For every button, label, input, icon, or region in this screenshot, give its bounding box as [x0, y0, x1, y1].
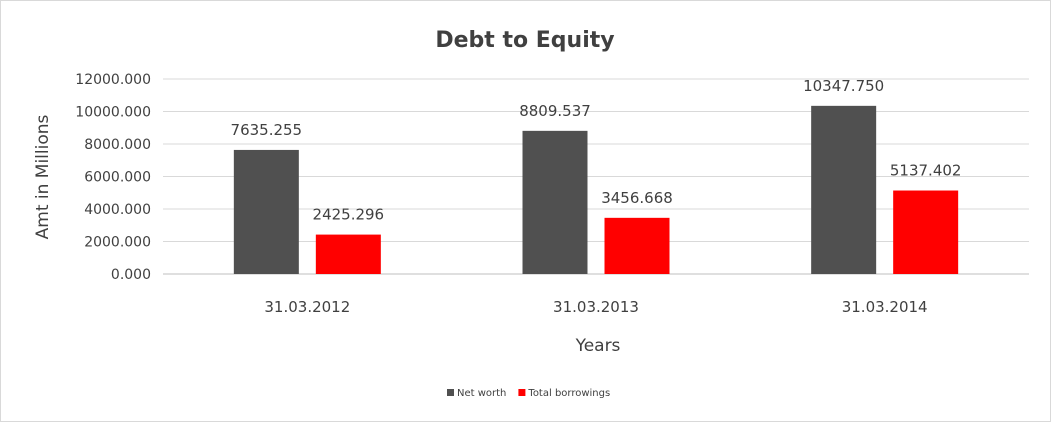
bar	[315, 234, 381, 274]
bars	[233, 105, 959, 274]
y-tick-label: 12000.000	[75, 72, 151, 88]
data-labels: 7635.255 2425.296 8809.537 3456.668 10347.75…	[231, 77, 962, 224]
legend-swatch	[447, 389, 454, 396]
bar	[893, 190, 959, 274]
y-tick-label: 6000.000	[84, 170, 151, 186]
x-category-label: 31.03.2012	[264, 298, 350, 316]
y-tick-label: 4000.000	[84, 202, 151, 218]
data-label: 3456.668	[601, 189, 673, 207]
legend-swatch	[518, 389, 526, 396]
data-label: 8809.537	[519, 102, 591, 120]
y-axis-title: Amt in Millions	[33, 114, 53, 239]
bar	[522, 130, 588, 274]
legend-label: Total borrowings	[527, 388, 610, 399]
legend-label: Net worth	[457, 388, 506, 399]
y-tick-label: 0.000	[111, 267, 151, 283]
gridlines	[163, 78, 1029, 275]
x-axis-categories: 31.03.2012 31.03.2013 31.03.2014	[264, 298, 927, 316]
y-tick-label: 2000.000	[84, 235, 151, 251]
legend: Net worth Total borrowings	[447, 388, 610, 399]
data-label: 5137.402	[890, 162, 962, 180]
x-axis-title: Years	[575, 336, 621, 356]
bar	[233, 149, 299, 274]
data-label: 7635.255	[231, 121, 303, 139]
bar	[604, 217, 670, 274]
chart-title: Debt to Equity	[435, 28, 614, 53]
bar	[811, 105, 877, 274]
y-axis-ticks: 0.000 2000.000 4000.000 6000.000 8000.000 100…	[75, 72, 151, 283]
y-tick-label: 8000.000	[84, 137, 151, 153]
y-tick-label: 10000.000	[75, 105, 151, 121]
x-category-label: 31.03.2014	[842, 298, 928, 316]
data-label: 10347.750	[803, 77, 884, 95]
data-label: 2425.296	[313, 206, 385, 224]
x-category-label: 31.03.2013	[553, 298, 639, 316]
